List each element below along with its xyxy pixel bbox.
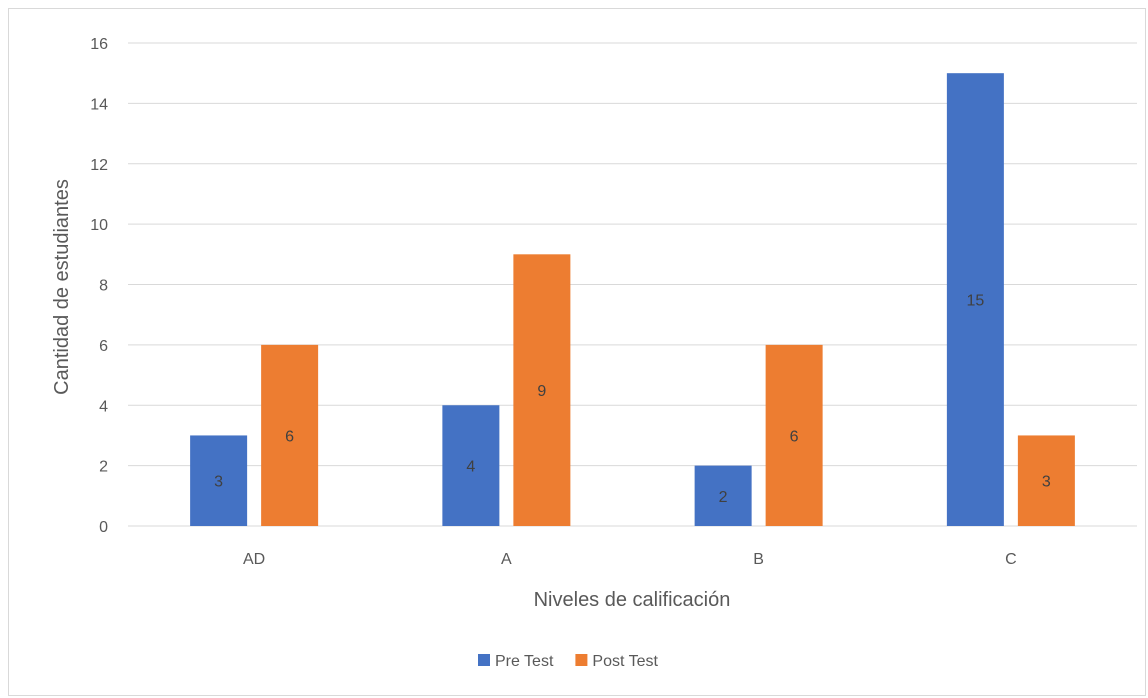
data-label: 3 xyxy=(1042,474,1051,491)
data-label: 15 xyxy=(966,293,984,310)
bars xyxy=(190,73,1075,526)
y-tick-label: 4 xyxy=(99,398,108,415)
x-tick-label: B xyxy=(753,551,764,568)
legend: Pre Test Post Test xyxy=(478,653,658,670)
data-label: 9 xyxy=(537,383,546,400)
data-label: 6 xyxy=(285,428,294,445)
x-tick-label: C xyxy=(1005,551,1017,568)
legend-swatch xyxy=(575,654,588,666)
x-tick-label: AD xyxy=(243,551,265,568)
y-tick-label: 16 xyxy=(90,36,108,53)
y-tick-label: 14 xyxy=(90,96,108,113)
x-tick-label: A xyxy=(501,551,512,568)
x-tick-labels: AD A B C xyxy=(243,551,1017,568)
data-label: 3 xyxy=(214,474,223,491)
y-tick-label: 6 xyxy=(99,338,108,355)
legend-label: Post Test xyxy=(592,653,658,670)
legend-label: Pre Test xyxy=(495,653,554,670)
x-axis-title: Niveles de calificación xyxy=(534,589,731,611)
legend-item: Post Test xyxy=(575,653,658,670)
y-tick-labels: 0 2 4 6 8 10 12 14 16 xyxy=(90,36,108,536)
y-tick-label: 8 xyxy=(99,278,108,295)
data-labels: 3 6 4 9 2 6 15 3 xyxy=(214,293,1051,506)
legend-swatch xyxy=(478,654,490,666)
bar-post-test-a xyxy=(513,254,571,526)
bar-pre-test-c xyxy=(946,73,1004,526)
y-tick-label: 12 xyxy=(90,157,108,174)
y-axis-title: Cantidad de estudiantes xyxy=(51,179,73,395)
bar-pre-test-ad xyxy=(190,435,248,526)
data-label: 2 xyxy=(719,489,728,506)
y-tick-label: 2 xyxy=(99,459,108,476)
legend-item: Pre Test xyxy=(478,653,554,670)
bar-pre-test-a xyxy=(442,405,500,526)
bar-pre-test-b xyxy=(694,465,752,526)
y-tick-label: 10 xyxy=(90,217,108,234)
bar-post-test-ad xyxy=(261,344,319,526)
bar-post-test-b xyxy=(765,344,823,526)
data-label: 4 xyxy=(466,459,475,476)
data-label: 6 xyxy=(790,428,799,445)
bar-post-test-c xyxy=(1017,435,1075,526)
y-tick-label: 0 xyxy=(99,519,108,536)
